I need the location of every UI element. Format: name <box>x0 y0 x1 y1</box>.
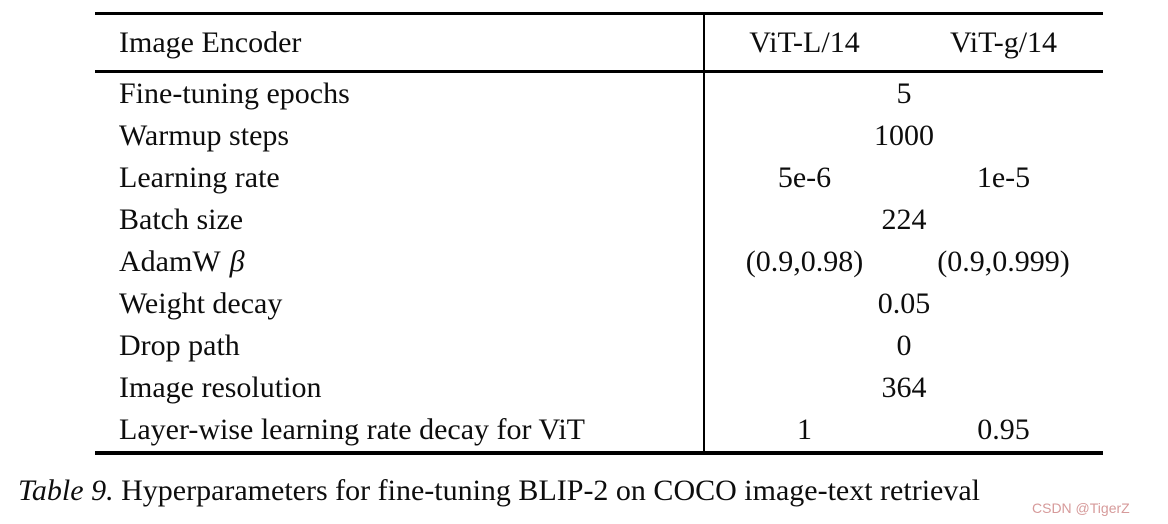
row-value-weight-decay: 0.05 <box>877 287 931 320</box>
caption-table-number: Table 9. <box>18 474 114 507</box>
row-label-adamw-beta: AdamW β <box>95 241 705 283</box>
table-caption: Table 9. Hyperparameters for fine-tuning… <box>18 474 1168 508</box>
row-label-drop-path: Drop path <box>95 325 705 367</box>
row-value-learning-rate-vit-l: 5e-6 <box>777 161 832 194</box>
table-row: AdamW β (0.9,0.98) (0.9,0.999) <box>95 241 1103 283</box>
table-row: Drop path 0 <box>95 325 1103 367</box>
row-label-batch-size: Batch size <box>95 199 705 241</box>
row-value-image-resolution: 364 <box>881 371 927 404</box>
adamw-label: AdamW <box>119 245 221 278</box>
beta-symbol: β <box>229 245 245 278</box>
row-label-weight-decay: Weight decay <box>95 283 705 325</box>
table-row: Batch size 224 <box>95 199 1103 241</box>
caption-text: Hyperparameters for fine-tuning BLIP-2 o… <box>121 474 980 507</box>
row-value-adamw-beta-vit-g: (0.9,0.999) <box>937 245 1070 278</box>
row-value-drop-path: 0 <box>896 329 912 362</box>
table-row: Image resolution 364 <box>95 367 1103 409</box>
row-label-layerwise-lr-decay: Layer-wise learning rate decay for ViT <box>95 409 705 451</box>
row-value-finetuning-epochs: 5 <box>896 77 912 110</box>
table-row: Weight decay 0.05 <box>95 283 1103 325</box>
row-label-image-resolution: Image resolution <box>95 367 705 409</box>
row-value-layerwise-lr-decay-vit-l: 1 <box>797 413 812 446</box>
header-vit-l-14: ViT-L/14 <box>749 25 860 59</box>
table-row: Warmup steps 1000 <box>95 115 1103 157</box>
row-value-learning-rate-vit-g: 1e-5 <box>976 161 1031 194</box>
table-header-row: Image Encoder ViT-L/14 ViT-g/14 <box>95 15 1103 73</box>
row-value-layerwise-lr-decay-vit-g: 0.95 <box>977 413 1030 446</box>
header-image-encoder: Image Encoder <box>95 15 705 70</box>
row-value-batch-size: 224 <box>881 203 927 236</box>
table-row: Learning rate 5e-6 1e-5 <box>95 157 1103 199</box>
table-row: Fine-tuning epochs 5 <box>95 73 1103 115</box>
csdn-watermark: CSDN @TigerZ <box>1032 500 1130 516</box>
table-row: Layer-wise learning rate decay for ViT 1… <box>95 409 1103 451</box>
row-value-warmup-steps: 1000 <box>874 119 934 152</box>
row-label-warmup-steps: Warmup steps <box>95 115 705 157</box>
header-vit-g-14: ViT-g/14 <box>949 25 1058 59</box>
row-label-learning-rate: Learning rate <box>95 157 705 199</box>
row-label-finetuning-epochs: Fine-tuning epochs <box>95 73 705 115</box>
hyperparameters-table: Image Encoder ViT-L/14 ViT-g/14 Fine-tun… <box>95 12 1103 455</box>
row-value-adamw-beta-vit-l: (0.9,0.98) <box>745 245 864 278</box>
